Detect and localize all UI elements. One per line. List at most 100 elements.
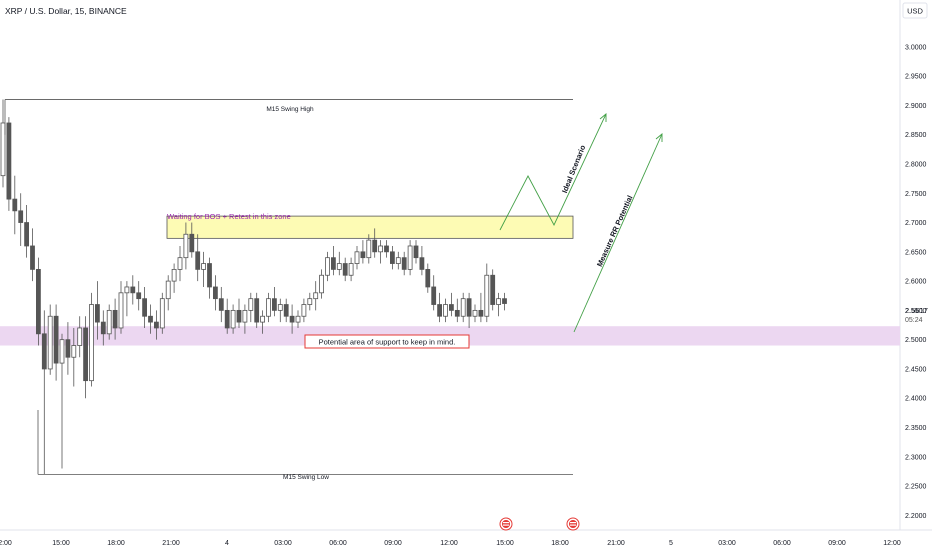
price-tick-label: 2.5000	[905, 337, 927, 344]
candle	[342, 257, 348, 282]
candle	[212, 275, 218, 311]
candle	[319, 269, 325, 299]
candles-layer	[0, 99, 507, 475]
candle	[248, 292, 254, 323]
candle	[378, 240, 384, 264]
candle-body-down	[65, 339, 71, 358]
candle-body-up	[124, 286, 130, 294]
candle	[360, 240, 366, 264]
candle-body-up	[171, 268, 177, 282]
candle-body-down	[283, 304, 289, 317]
price-tick-label: 2.3500	[905, 425, 927, 432]
price-tick-label: 2.2500	[905, 484, 927, 491]
candle	[283, 298, 289, 323]
time-tick-label: 12:00	[440, 540, 458, 547]
candle	[36, 257, 41, 346]
symbol-title: XRP / U.S. Dollar, 15, BINANCE	[5, 6, 127, 16]
candle-body-up	[260, 315, 266, 323]
candle-body-up	[177, 257, 183, 270]
zones-layer	[0, 215, 900, 346]
candle	[159, 292, 165, 334]
candle-body-up	[443, 304, 448, 317]
candle	[348, 257, 354, 282]
candle	[89, 292, 94, 387]
candle	[218, 286, 224, 323]
candle	[330, 245, 336, 276]
candle	[242, 304, 248, 334]
candle-body-up	[183, 233, 189, 259]
price-tick-label: 2.9000	[905, 103, 927, 110]
candle-body-down	[502, 298, 507, 304]
candle	[41, 310, 47, 475]
candle-body-down	[431, 286, 437, 305]
candle	[230, 304, 236, 334]
candle	[389, 245, 395, 270]
time-tick-label: 09:00	[384, 540, 402, 547]
us-event-icon[interactable]	[499, 517, 513, 531]
candle-body-down	[384, 245, 389, 253]
candle-body-down	[425, 268, 431, 288]
candle-body-up	[47, 315, 53, 370]
candle	[354, 245, 360, 270]
candle	[177, 245, 183, 282]
candle-body-down	[419, 257, 425, 270]
candle	[401, 251, 407, 276]
currency-box[interactable]	[902, 2, 928, 19]
candle-body-down	[95, 304, 100, 323]
price-axis[interactable]: 3.0000 2.9500 2.9000 2.8500 2.8000 2.7500 2.70…	[905, 44, 927, 520]
candle-body-up	[248, 298, 254, 311]
candle	[65, 322, 71, 375]
candle-body-down	[218, 298, 224, 311]
support-label-box[interactable]	[304, 334, 470, 349]
price-tick-label: 2.6000	[905, 279, 927, 286]
candle-body-down	[360, 251, 366, 259]
candle-body-down	[53, 315, 59, 364]
candle	[53, 304, 59, 381]
candle	[183, 222, 189, 270]
current-price-label: 2.5617	[905, 306, 928, 315]
candle	[313, 281, 319, 311]
ideal-scenario-label: Ideal Scenario	[560, 143, 588, 194]
candle	[136, 281, 142, 311]
candle	[118, 281, 124, 334]
candle-body-up	[71, 345, 77, 358]
candle-body-down	[342, 263, 348, 276]
candle-body-up	[89, 304, 94, 382]
candle-body-down	[236, 309, 242, 323]
candle	[437, 292, 443, 323]
candle-body-down	[478, 309, 484, 317]
candle	[189, 222, 195, 258]
candle-body-down	[189, 233, 195, 253]
candle-body-down	[372, 239, 378, 253]
candle-body-down	[207, 263, 212, 288]
time-tick-label: 03:00	[274, 540, 292, 547]
candle	[130, 275, 136, 305]
candle-body-down	[212, 286, 218, 300]
candle	[30, 228, 35, 282]
candle	[271, 286, 277, 317]
us-event-icon[interactable]	[566, 517, 580, 531]
time-axis[interactable]: 2:00 15:00 18:00 21:00 4 03:00 06:00 09:00 12:00…	[0, 540, 901, 547]
candle	[425, 263, 431, 293]
time-tick-label: 4	[225, 540, 229, 547]
candle-body-up	[295, 315, 301, 323]
candle-body-down	[148, 315, 153, 323]
candle-body-down	[41, 333, 47, 370]
candle-body-down	[130, 286, 136, 294]
candle-body-down	[224, 309, 230, 329]
swing-low-label: M15 Swing Low	[283, 474, 329, 481]
time-tick-label: 15:00	[52, 540, 70, 547]
candle	[83, 316, 88, 399]
candle-body-down	[448, 304, 454, 311]
candle-body-down	[466, 298, 472, 317]
bos-retest-zone[interactable]	[166, 215, 574, 239]
candle-body-up	[354, 251, 360, 264]
price-tick-label: 2.6500	[905, 249, 927, 256]
candle	[413, 240, 419, 264]
candle	[100, 310, 106, 346]
candle	[171, 263, 177, 293]
candle-body-down	[83, 327, 88, 382]
measure-rr-arrowhead	[655, 133, 663, 142]
candle-body-down	[153, 321, 159, 329]
